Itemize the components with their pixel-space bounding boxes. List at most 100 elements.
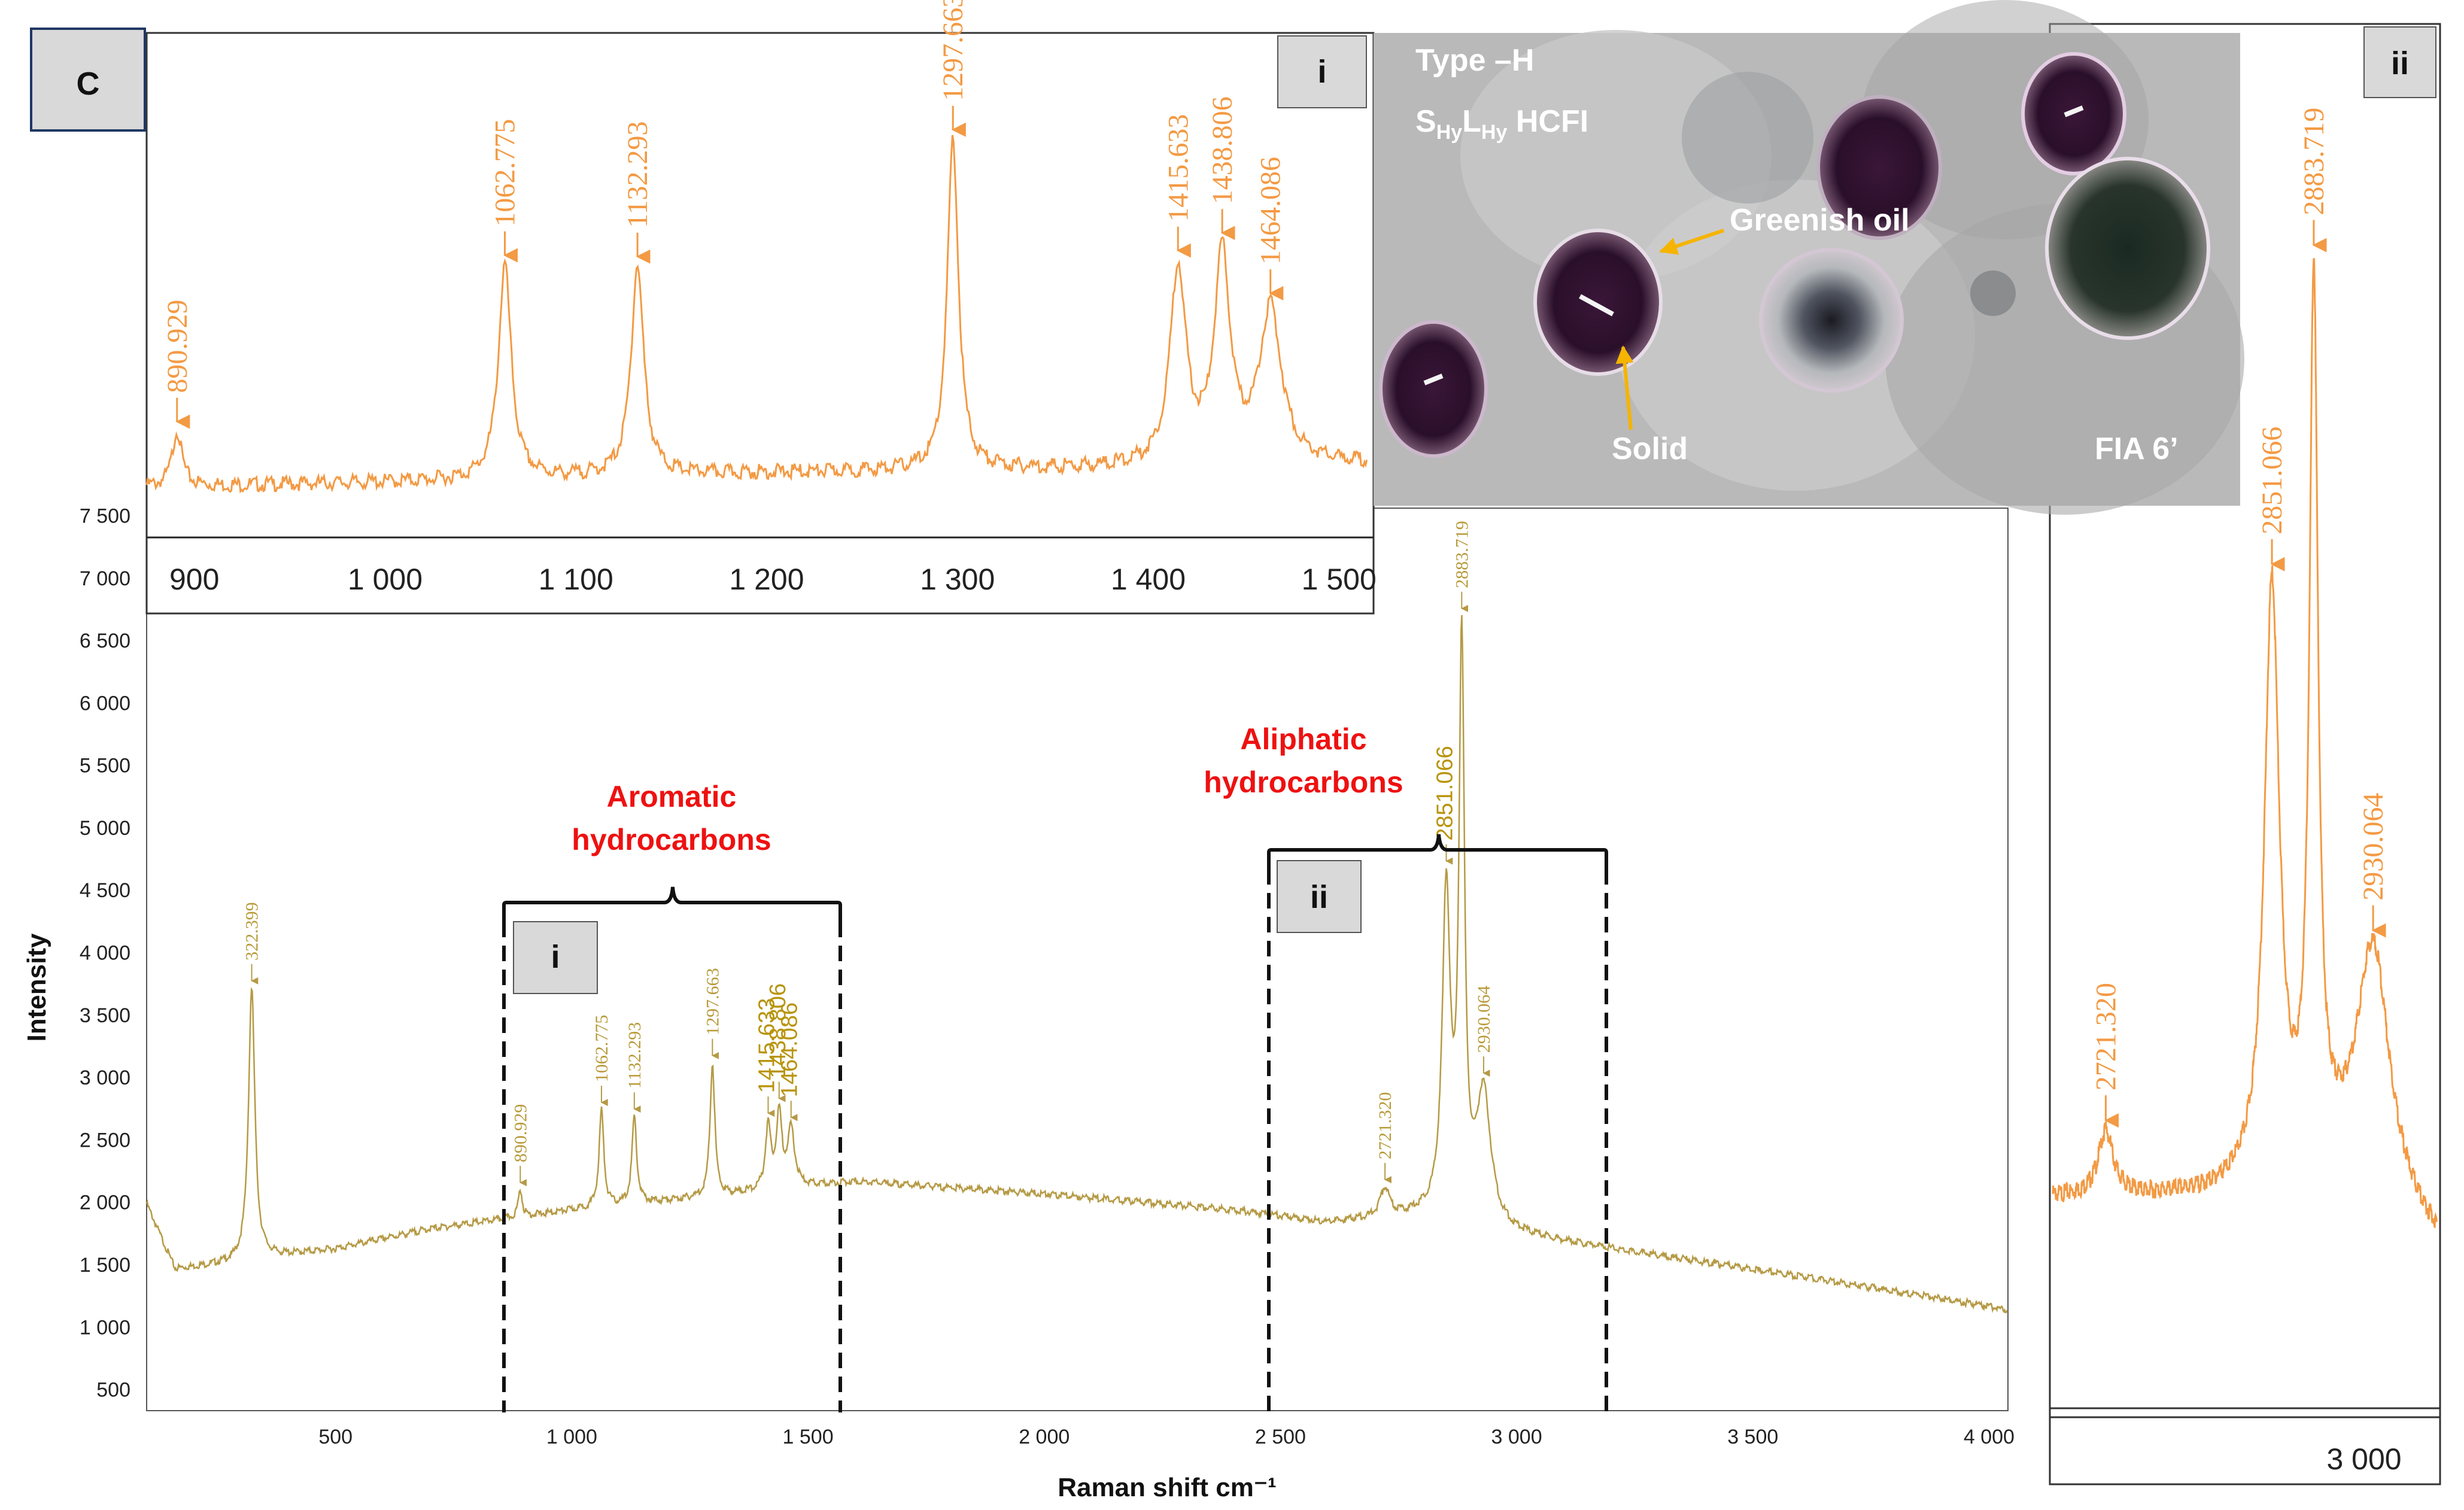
inset-i-peak-label: 1415.633 bbox=[1162, 114, 1194, 222]
main-y-tick-label: 5 000 bbox=[80, 817, 130, 840]
tag-label-i-main: i bbox=[551, 939, 560, 975]
inset-i-peak-label: 1132.293 bbox=[622, 121, 654, 228]
inset-i-x-tick-label: 1 000 bbox=[348, 563, 423, 596]
tag-label-ii-inset: ii bbox=[2391, 45, 2409, 81]
main-y-tick-label: 6 000 bbox=[80, 692, 130, 715]
inset-i-peak-label: 1062.775 bbox=[490, 119, 521, 227]
main-y-tick-label: 2 000 bbox=[80, 1192, 130, 1214]
inset-i-peak-label: 1464.086 bbox=[1255, 157, 1287, 265]
inset-ii-peak-labels: 2721.320 2851.066 2883.719 2930.064 bbox=[2090, 108, 2389, 1128]
photo-class-label: SHyLHy HCFI bbox=[1415, 104, 1588, 144]
inset-ii-peak-label: 2851.066 bbox=[2256, 427, 2288, 534]
inclusion-left bbox=[1379, 320, 1488, 458]
inset-ii-x-tick-label: 3 000 bbox=[2326, 1442, 2401, 1476]
inclusion-main bbox=[1533, 229, 1663, 376]
greenish-oil-arrow bbox=[1659, 229, 1724, 255]
inset-i-peak-label: 1297.663 bbox=[937, 0, 969, 101]
inset-i-x-tick-label: 1 100 bbox=[539, 563, 613, 596]
main-chart: 500 1 000 1 500 2 000 2 500 3 000 3 500 4 000 4 … bbox=[22, 505, 2015, 1502]
inset-i-chart: 900 1 000 1 100 1 200 1 300 1 400 1 500 890.92… bbox=[145, 0, 1377, 615]
inset-ii-x-ticks: 3 000 bbox=[2326, 1442, 2401, 1476]
inset-i-x-ticks: 900 1 000 1 100 1 200 1 300 1 400 1 500 bbox=[169, 563, 1377, 596]
inset-ii-peak-label: 2721.320 bbox=[2090, 983, 2122, 1090]
main-y-tick-label: 3 500 bbox=[80, 1004, 130, 1027]
tag-label-i-inset: i bbox=[1317, 54, 1326, 90]
inclusion-green bbox=[2045, 157, 2210, 340]
inset-i-x-tick-label: 1 400 bbox=[1111, 563, 1186, 596]
inset-ii-chart: 3 000 2721.320 2851.066 2883.719 2930.064 i… bbox=[2049, 23, 2441, 1485]
main-y-axis-ticks: 500 1 000 1 500 2 000 2 500 3 000 3 500 4 000 4 … bbox=[80, 505, 130, 1402]
aromatic-region-bracket: i Aromatic hydrocarbons bbox=[502, 780, 842, 1412]
inclusion-ring bbox=[1759, 248, 1904, 393]
x-axis-title: Raman shift cm⁻¹ bbox=[1058, 1473, 1277, 1502]
main-y-tick-label: 4 500 bbox=[80, 879, 130, 902]
main-peak-label: 1297.663 bbox=[703, 968, 722, 1035]
inclusion-top bbox=[1816, 95, 1942, 240]
inset-i-peak-label: 890.929 bbox=[162, 300, 193, 393]
main-y-tick-label: 1 500 bbox=[80, 1254, 130, 1277]
main-peak-label: 1062.775 bbox=[592, 1015, 612, 1083]
tag-box-i-inset bbox=[1277, 35, 1367, 108]
main-spectrum-line bbox=[145, 615, 2009, 1314]
solid-arrow bbox=[1615, 345, 1634, 430]
tag-box-ii-main bbox=[1277, 860, 1362, 933]
main-x-tick-label: 3 000 bbox=[1491, 1426, 1542, 1448]
main-x-tick-label: 1 000 bbox=[546, 1426, 597, 1448]
aromatic-label-line1: Aromatic bbox=[607, 780, 737, 813]
photo-solid-label: Solid bbox=[1612, 432, 1688, 466]
aromatic-label-line2: hydrocarbons bbox=[572, 823, 771, 856]
main-peak-label: 1132.293 bbox=[625, 1022, 645, 1089]
main-x-tick-label: 3 500 bbox=[1727, 1426, 1778, 1448]
inset-i-x-tick-label: 1 500 bbox=[1302, 563, 1377, 596]
main-peak-label: 2930.064 bbox=[1474, 986, 1494, 1053]
main-peak-label: 1438.806 bbox=[765, 983, 791, 1078]
inset-i-frame bbox=[145, 32, 1375, 615]
main-peak-labels: 322.399 890.929 1062.775 1132.293 1297.663 14… bbox=[242, 521, 1494, 1187]
tag-box-ii-inset bbox=[2363, 26, 2436, 98]
main-peak-label: 322.399 bbox=[242, 902, 262, 961]
main-x-axis-ticks: 500 1 000 1 500 2 000 2 500 3 000 3 500 4 000 bbox=[318, 1426, 2015, 1448]
main-x-tick-label: 500 bbox=[318, 1426, 353, 1448]
main-peak-label: 1415.633 bbox=[754, 998, 779, 1093]
inset-i-x-tick-label: 1 300 bbox=[920, 563, 995, 596]
main-y-tick-label: 7 500 bbox=[80, 505, 130, 528]
inset-i-x-tick-label: 1 200 bbox=[729, 563, 804, 596]
tag-box-i-main bbox=[513, 921, 598, 994]
main-y-tick-label: 3 000 bbox=[80, 1067, 130, 1089]
main-y-tick-label: 5 500 bbox=[80, 755, 130, 777]
main-peak-label: 2851.066 bbox=[1433, 746, 1458, 841]
aliphatic-region-bracket: ii Aliphatic hydrocarbons bbox=[1204, 722, 1608, 1412]
inset-i-peak-labels: 890.929 1062.775 1132.293 1297.663 1415.633 1… bbox=[162, 0, 1287, 429]
inset-i-spectrum-line bbox=[145, 135, 1368, 494]
main-x-tick-label: 2 000 bbox=[1019, 1426, 1070, 1448]
main-y-tick-label: 4 000 bbox=[80, 942, 130, 965]
main-x-tick-label: 2 500 bbox=[1255, 1426, 1306, 1448]
main-x-tick-label: 4 000 bbox=[1964, 1426, 2015, 1448]
photo-fia-label: FIA 6’ bbox=[2095, 432, 2179, 466]
tag-label-ii-main: ii bbox=[1310, 879, 1328, 915]
main-y-tick-label: 7 000 bbox=[80, 567, 130, 590]
photo-greenish-oil-label: Greenish oil bbox=[1730, 203, 1910, 238]
photo-type-label: Type –H bbox=[1415, 43, 1534, 78]
main-plot-frame bbox=[146, 508, 2009, 1411]
aliphatic-label-line1: Aliphatic bbox=[1240, 722, 1366, 756]
main-y-tick-label: 2 500 bbox=[80, 1129, 130, 1152]
panel-label-text: C bbox=[77, 66, 100, 102]
main-peak-label: 1464.086 bbox=[777, 1002, 803, 1098]
inset-ii-peak-label: 2930.064 bbox=[2357, 793, 2389, 901]
main-x-tick-label: 1 500 bbox=[783, 1426, 834, 1448]
main-peak-label: 890.929 bbox=[511, 1104, 530, 1163]
inset-i-peak-label: 1438.806 bbox=[1207, 96, 1238, 204]
inset-i-x-tick-label: 900 bbox=[169, 563, 219, 596]
fluid-inclusion-photo: Type –H SHyLHy HCFI Greenish oil Solid F… bbox=[1374, 0, 2244, 515]
main-y-tick-label: 1 000 bbox=[80, 1316, 130, 1339]
main-peak-label: 2721.320 bbox=[1375, 1092, 1395, 1160]
panel-label-c: C bbox=[30, 28, 146, 132]
inset-ii-peak-label: 2883.719 bbox=[2298, 108, 2330, 215]
main-y-tick-label: 500 bbox=[96, 1379, 130, 1402]
y-axis-title: Intensity bbox=[22, 933, 51, 1041]
aliphatic-label-line2: hydrocarbons bbox=[1204, 765, 1403, 799]
main-y-tick-label: 6 500 bbox=[80, 630, 130, 652]
main-peak-label: 2883.719 bbox=[1452, 521, 1472, 588]
